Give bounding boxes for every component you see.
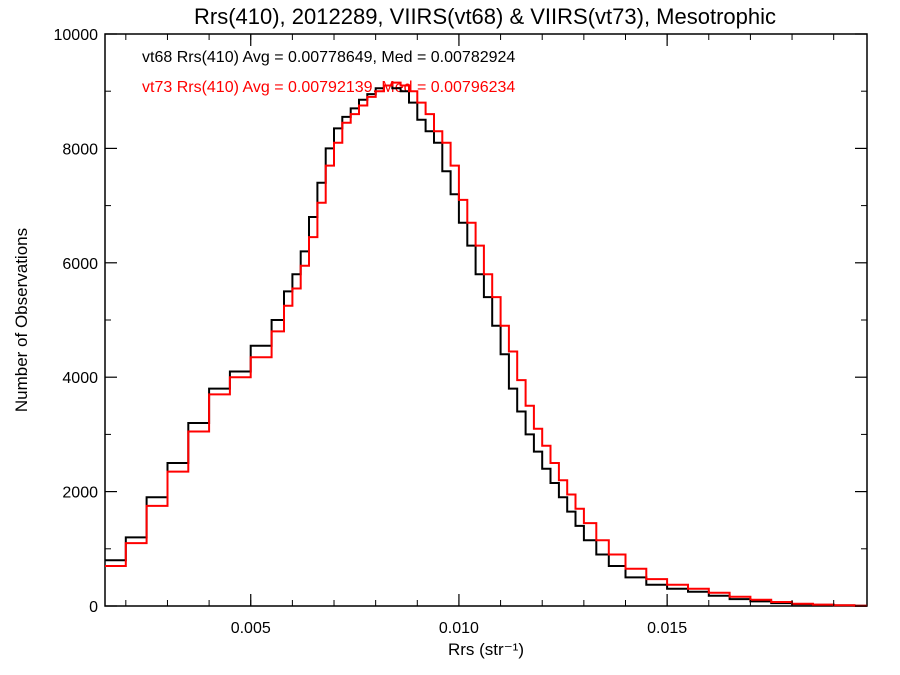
stat-annotation-1: vt73 Rrs(410) Avg = 0.00792139, Med = 0.…	[142, 79, 515, 96]
stat-annotations: vt68 Rrs(410) Avg = 0.00778649, Med = 0.…	[142, 49, 515, 96]
y-axis-label: Number of Observations	[12, 228, 31, 412]
plot-frame	[104, 33, 868, 607]
y-tick-label: 6000	[62, 256, 98, 273]
y-tick-label: 2000	[62, 485, 98, 502]
series-line-1	[105, 81, 867, 607]
series-layer	[105, 81, 867, 607]
y-tick-label: 0	[89, 599, 98, 616]
x-tick-label: 0.015	[647, 620, 687, 637]
stat-annotation-0: vt68 Rrs(410) Avg = 0.00778649, Med = 0.…	[142, 49, 515, 66]
y-tick-label: 8000	[62, 141, 98, 158]
series-line-0	[105, 84, 867, 607]
x-axis-label: Rrs (str⁻¹)	[448, 640, 524, 659]
chart-title: Rrs(410), 2012289, VIIRS(vt68) & VIIRS(v…	[194, 4, 776, 29]
ticks-layer: 0.005 0.010 0.015 0 2000 4000 6000 8000 10000	[54, 27, 867, 637]
y-tick-label: 4000	[62, 370, 98, 387]
x-tick-label: 0.010	[439, 620, 479, 637]
y-tick-label: 10000	[54, 27, 99, 44]
x-tick-label: 0.005	[231, 620, 271, 637]
